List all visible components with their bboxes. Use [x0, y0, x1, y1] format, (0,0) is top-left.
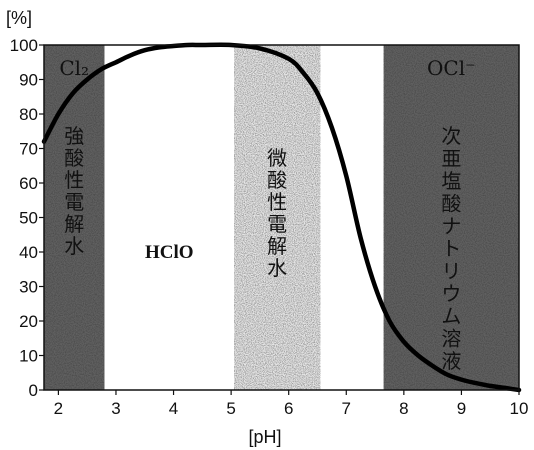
y-axis-unit-label: [%] — [6, 8, 32, 28]
region-0-vertical-char: 強 — [64, 124, 84, 148]
y-tick-label: 70 — [19, 140, 38, 159]
x-tick-label: 10 — [510, 399, 529, 418]
region-2-vertical-char: 解 — [267, 234, 287, 258]
region-0-vertical-char: 性 — [64, 168, 84, 192]
y-tick-label: 100 — [10, 36, 38, 55]
region-4-vertical-char: 塩 — [441, 169, 461, 193]
region-0-vertical-char: 解 — [64, 212, 84, 236]
region-0-vertical-char: 酸 — [64, 146, 84, 170]
y-tick-label: 20 — [19, 312, 38, 331]
x-tick-label: 2 — [54, 399, 63, 418]
region-label-1: HClO — [145, 242, 194, 263]
y-tick-label: 0 — [29, 381, 38, 400]
region-4-vertical-char: 次 — [441, 124, 461, 148]
y-tick-label: 60 — [19, 174, 38, 193]
y-tick-label: 80 — [19, 105, 38, 124]
region-4-vertical-char: ナ — [441, 214, 461, 238]
x-tick-label: 4 — [169, 399, 178, 418]
x-tick-label: 6 — [284, 399, 293, 418]
regions-layer — [44, 45, 519, 390]
curve-layer — [41, 42, 522, 393]
region-4-vertical-char: 液 — [441, 349, 461, 373]
x-tick-label: 7 — [342, 399, 351, 418]
series-line-0 — [41, 42, 522, 393]
x-tick-label: 8 — [399, 399, 408, 418]
region-2-vertical-char: 微 — [267, 146, 287, 170]
region-4-vertical-char: 溶 — [441, 327, 461, 351]
x-axis-unit-label: [pH] — [248, 427, 281, 447]
y-tick-label: 40 — [19, 243, 38, 262]
region-4-vertical-char: 亜 — [441, 147, 461, 171]
region-4-vertical-char: 酸 — [441, 192, 461, 216]
region-0-vertical-char: 電 — [64, 190, 84, 214]
region-2-vertical-char: 電 — [267, 212, 287, 236]
region-4-vertical-char: リ — [441, 259, 461, 283]
region-label-0: Cl₂ — [59, 56, 89, 80]
region-4-vertical-char: ム — [441, 304, 461, 328]
y-tick-label: 50 — [19, 209, 38, 228]
region-4-texture — [383, 45, 519, 390]
x-axis-ticks: 2 3 4 5 6 7 8 9 10 — [54, 390, 529, 418]
region-2-vertical-char: 性 — [267, 190, 287, 214]
y-axis-ticks: 0 10 20 30 40 50 60 70 80 90 100 — [10, 36, 44, 400]
region-0-vertical-char: 水 — [64, 234, 84, 258]
region-2-vertical-char: 酸 — [267, 168, 287, 192]
x-tick-label: 3 — [111, 399, 120, 418]
region-0-texture — [44, 45, 105, 390]
region-label-4: OCl⁻ — [427, 56, 476, 80]
y-tick-label: 10 — [19, 347, 38, 366]
x-tick-label: 5 — [226, 399, 235, 418]
region-4-vertical-char: ウ — [441, 282, 461, 306]
y-tick-label: 90 — [19, 71, 38, 90]
region-2-vertical-char: 水 — [267, 256, 287, 280]
region-2-texture — [234, 45, 321, 390]
region-4-vertical-char: ト — [441, 237, 461, 261]
x-tick-label: 9 — [457, 399, 466, 418]
y-tick-label: 30 — [19, 278, 38, 297]
